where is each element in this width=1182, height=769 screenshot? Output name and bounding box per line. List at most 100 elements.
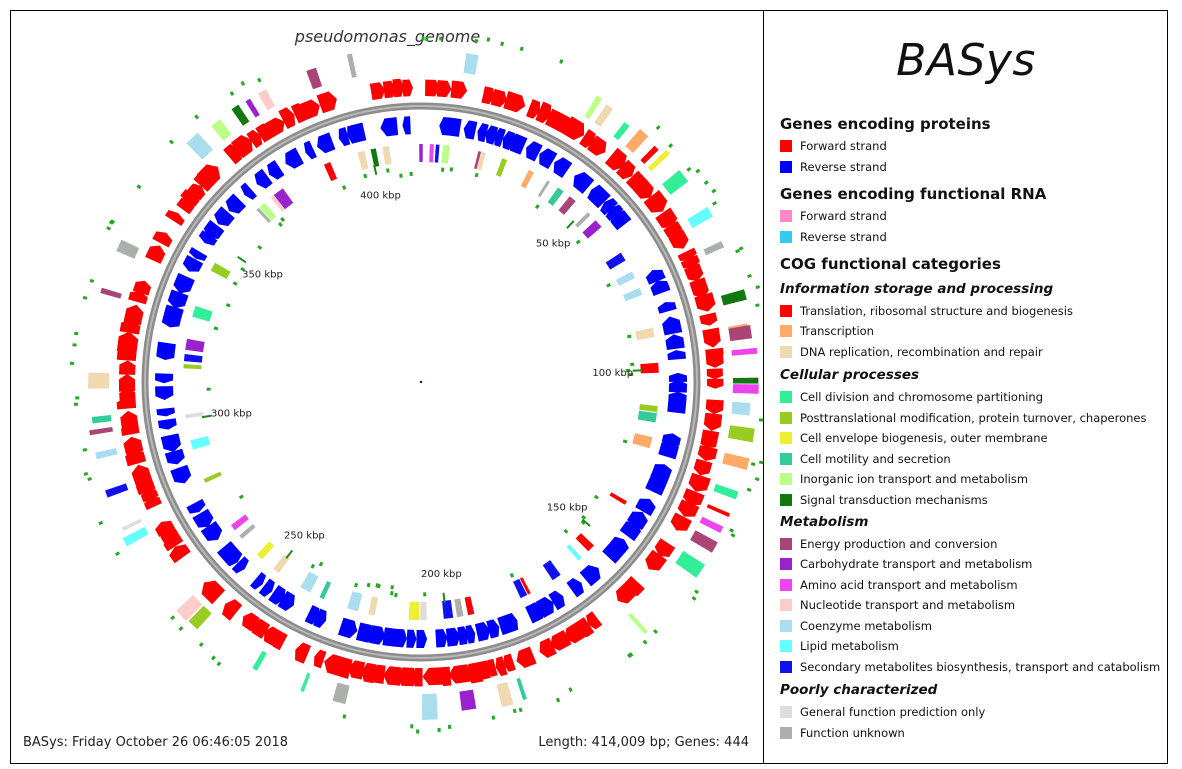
forward-gene-arrow — [169, 544, 191, 564]
scale-tick-label: 100 kbp — [592, 368, 633, 379]
reverse-gene-arrow — [494, 127, 506, 147]
legend-item: Transcription — [780, 323, 874, 339]
cog-band-inner — [190, 436, 211, 450]
cog-band-outer — [625, 128, 649, 154]
cog-band-inner — [185, 412, 204, 419]
forward-gene-arrow — [242, 612, 260, 632]
forward-gene-arrow — [654, 538, 676, 557]
reverse-gene-arrow — [446, 117, 462, 137]
cog-band-inner — [537, 180, 550, 198]
legend-item: Cell motility and secretion — [780, 451, 951, 467]
reverse-gene-arrow — [635, 498, 656, 517]
reverse-gene-arrow — [156, 407, 175, 417]
forward-gene-arrow — [246, 129, 263, 149]
outer-marker — [738, 246, 744, 251]
legend-item: DNA replication, recombination and repai… — [780, 344, 1043, 360]
outer-marker — [178, 626, 184, 632]
inner-marker — [535, 204, 540, 210]
cog-band-outer — [346, 53, 357, 78]
forward-gene-arrow — [516, 646, 537, 668]
outer-marker — [240, 80, 246, 86]
cog-band-outer — [176, 595, 203, 621]
scale-tick — [285, 549, 294, 559]
cog-band-outer — [332, 682, 350, 705]
legend-item: Secondary metabolites biosynthesis, tran… — [780, 659, 1160, 675]
outer-marker — [82, 447, 88, 452]
forward-gene-arrow — [705, 353, 724, 368]
forward-gene-arrow — [683, 263, 704, 282]
outer-marker — [115, 551, 120, 556]
forward-gene-arrow — [131, 464, 153, 487]
basys-logo: BASys — [896, 35, 1036, 86]
forward-gene-arrow — [495, 656, 508, 677]
forward-gene-arrow — [688, 472, 711, 492]
reverse-gene-arrow — [163, 304, 184, 322]
cog-band-inner — [632, 433, 653, 449]
cog-band-outer — [727, 425, 755, 443]
forward-gene-arrow — [503, 91, 526, 113]
cog-band-outer — [690, 530, 718, 553]
reverse-gene-arrow — [337, 617, 358, 639]
cog-band-inner — [408, 601, 420, 620]
cog-band-inner — [270, 194, 286, 212]
cog-band-outer — [722, 452, 750, 471]
outer-marker — [216, 661, 222, 667]
color-swatch — [780, 473, 792, 485]
inner-marker — [277, 222, 283, 227]
reverse-gene-arrow — [317, 132, 336, 154]
forward-gene-arrow — [119, 388, 136, 403]
outer-marker — [711, 188, 717, 194]
outer-marker — [74, 331, 79, 336]
reverse-gene-arrow — [167, 289, 189, 309]
cog-band-inner — [635, 327, 655, 341]
forward-gene-arrow — [152, 231, 173, 248]
inner-marker — [354, 582, 359, 588]
forward-gene-arrow — [694, 292, 716, 312]
reverse-gene-arrow — [566, 578, 584, 598]
genome-title: pseudomonas_genome — [294, 27, 481, 46]
cog-band-outer — [188, 605, 212, 630]
forward-gene-arrow — [396, 667, 415, 687]
cog-band-inner — [347, 591, 363, 612]
reverse-gene-arrow — [348, 122, 367, 143]
color-swatch — [780, 432, 792, 444]
color-swatch — [780, 412, 792, 424]
outer-marker — [82, 295, 88, 300]
footer-timestamp: BASys: Friday October 26 06:46:05 2018 — [23, 735, 289, 750]
cog-band-outer — [105, 483, 129, 498]
forward-gene-arrow — [450, 80, 468, 99]
cog-band-outer — [306, 67, 323, 90]
outer-marker — [87, 477, 92, 482]
scale-tick — [632, 369, 643, 372]
inner-marker — [627, 334, 632, 339]
forward-gene-arrow — [324, 654, 346, 677]
forward-gene-arrow — [251, 618, 271, 639]
cog-band-inner — [192, 305, 213, 322]
legend-panel: BASys Genes encoding proteins Forward st… — [765, 11, 1167, 763]
cog-band-inner — [323, 162, 338, 182]
cog-band-outer — [463, 53, 479, 75]
cog-band-inner — [441, 145, 450, 164]
cog-band-inner — [203, 471, 222, 483]
inner-marker — [240, 266, 246, 272]
reverse-gene-arrow — [380, 117, 399, 137]
reverse-gene-arrow — [192, 508, 214, 528]
footer-length-genes: Length: 414,009 bp; Genes: 444 — [538, 735, 749, 750]
outer-marker — [755, 303, 760, 308]
color-swatch — [780, 305, 792, 317]
reverse-gene-arrow — [626, 511, 648, 531]
inner-marker — [386, 168, 390, 173]
cog-band-inner — [454, 598, 464, 618]
forward-gene-arrow — [700, 436, 718, 449]
forward-gene-arrow — [655, 207, 678, 228]
reverse-gene-arrow — [645, 476, 667, 496]
color-swatch — [780, 599, 792, 611]
forward-gene-arrow — [119, 360, 136, 375]
inner-marker — [390, 590, 394, 596]
cog-band-inner — [183, 364, 202, 370]
cog-band-outer — [627, 612, 648, 635]
outer-marker — [735, 248, 740, 254]
inner-marker — [280, 217, 286, 223]
cog-band-inner — [640, 362, 659, 374]
color-swatch — [780, 727, 792, 739]
